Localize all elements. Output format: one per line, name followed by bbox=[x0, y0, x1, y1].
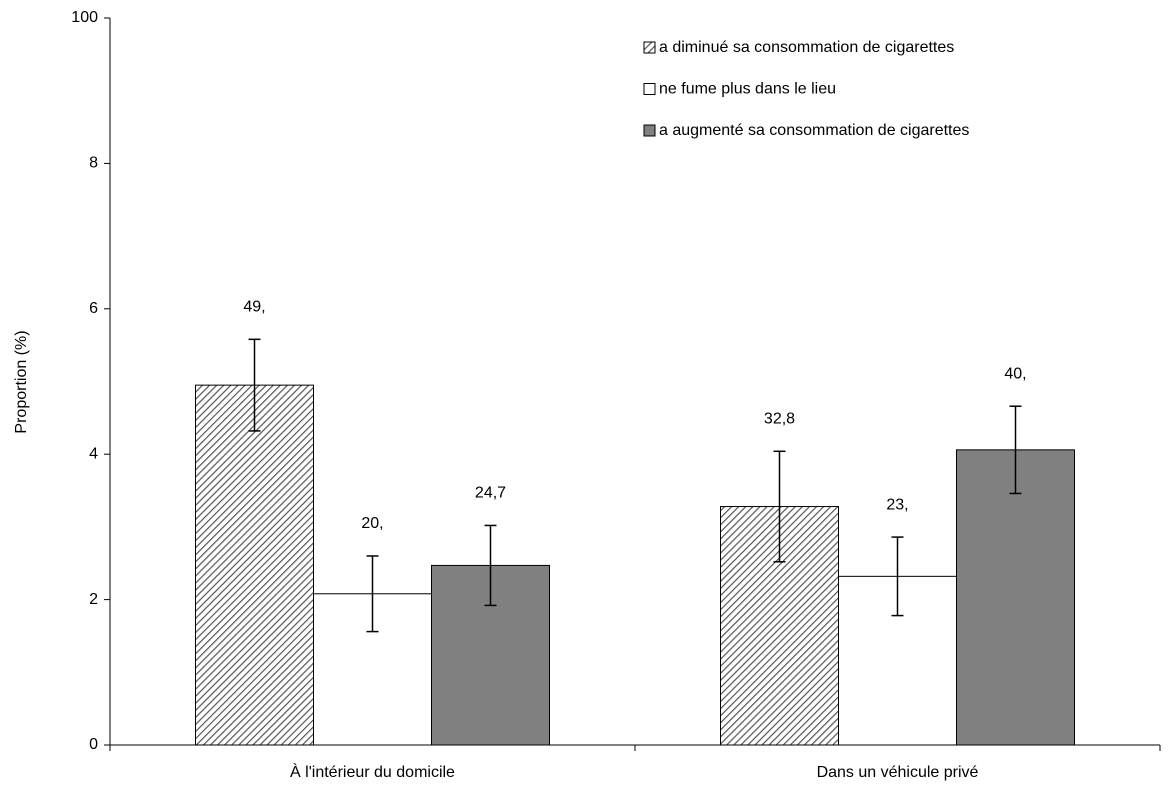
legend-label: a diminué sa consommation de cigarettes bbox=[659, 39, 954, 56]
legend-swatch bbox=[643, 41, 656, 54]
y-tick-label: 2 bbox=[89, 591, 98, 608]
legend-swatch bbox=[643, 124, 656, 137]
data-label: 32,8 bbox=[764, 411, 795, 428]
error-bar bbox=[248, 338, 261, 432]
error-bar bbox=[484, 524, 497, 607]
data-label: 24,7 bbox=[475, 485, 506, 502]
x-tick-label: À l'intérieur du domicile bbox=[290, 762, 455, 781]
y-tick-label: 100 bbox=[71, 9, 98, 26]
y-tick-label: 4 bbox=[89, 445, 98, 462]
bar bbox=[195, 384, 314, 746]
y-tick-label: 6 bbox=[89, 300, 98, 317]
bar bbox=[956, 449, 1075, 746]
data-label: 40, bbox=[1004, 365, 1026, 382]
y-tick-label: 8 bbox=[89, 155, 98, 172]
error-bar bbox=[1009, 405, 1022, 495]
error-bar bbox=[366, 555, 379, 633]
x-tick-label: Dans un véhicule privé bbox=[817, 764, 979, 781]
legend-swatch bbox=[643, 83, 656, 95]
data-label: 49, bbox=[243, 299, 265, 316]
legend-label: a augmenté sa consommation de cigarettes bbox=[659, 122, 969, 139]
error-bar bbox=[773, 450, 786, 563]
data-label: 20, bbox=[361, 515, 383, 532]
y-axis-label: Proportion (%) bbox=[13, 330, 30, 433]
data-label: 23, bbox=[886, 496, 908, 513]
y-tick-label: 0 bbox=[89, 736, 98, 753]
error-bar bbox=[891, 536, 904, 617]
legend-label: ne fume plus dans le lieu bbox=[659, 81, 836, 98]
